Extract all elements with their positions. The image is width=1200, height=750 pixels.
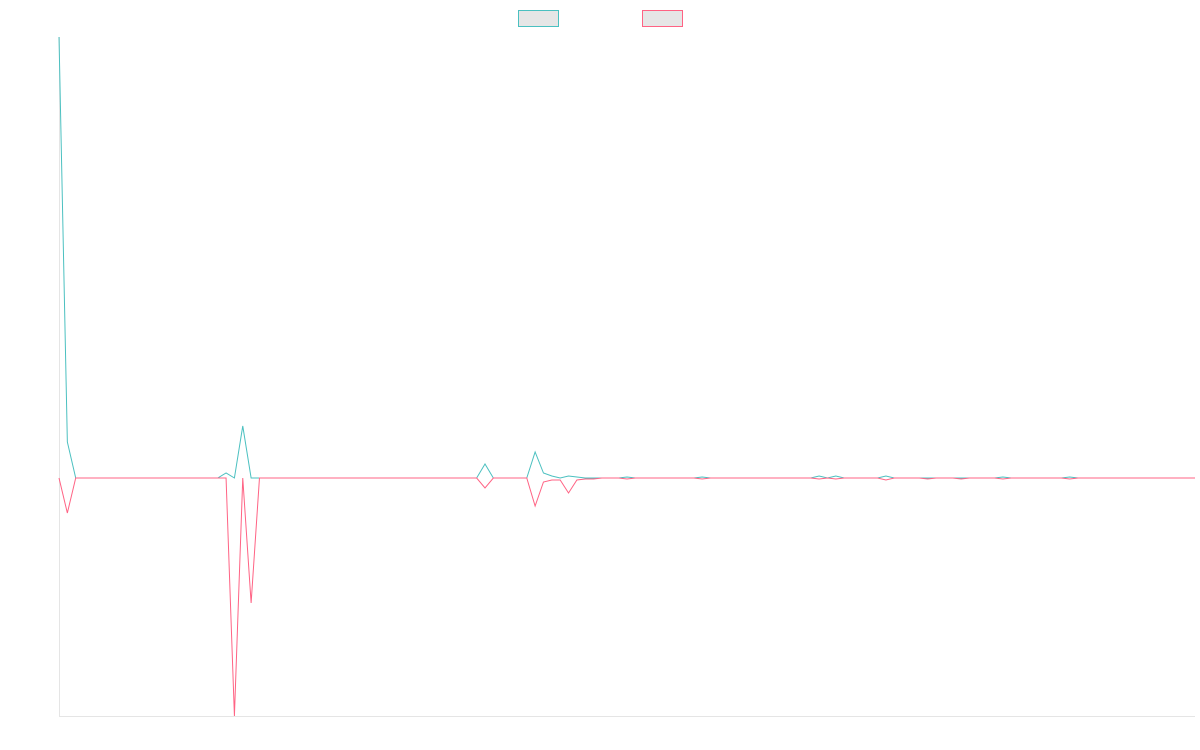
series-line-1	[58, 36, 1195, 479]
series-line-2	[58, 477, 1195, 717]
legend-swatch-series-1[interactable]	[518, 10, 559, 27]
legend[interactable]	[518, 10, 683, 27]
series-layer	[58, 36, 1195, 717]
legend-swatch-series-2[interactable]	[642, 10, 683, 27]
